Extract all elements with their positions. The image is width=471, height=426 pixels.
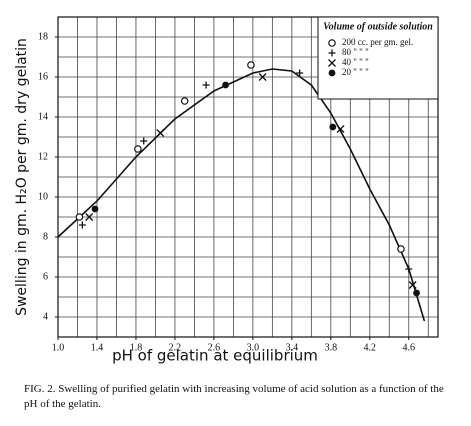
marker [180,97,189,105]
marker [75,213,84,221]
y-tick-label: 10 [38,191,48,202]
y-tick-label: 12 [38,151,48,162]
marker [156,129,165,137]
marker [134,145,142,153]
legend-label: 40 " " " [342,57,369,67]
marker [296,69,304,77]
chart: pH of gelatin at equilibrium Swelling in… [14,16,439,365]
marker [328,59,336,67]
x-tick-label: 2.2 [169,342,182,353]
legend-label: 80 " " " [342,47,369,57]
x-tick-label: 4.2 [364,342,377,353]
marker [405,265,413,273]
x-tick-label: 3.0 [247,342,260,353]
marker [140,137,148,145]
x-axis-label: pH of gelatin at equilibrium [112,347,318,365]
legend-label: 200 cc. per gm. gel. [342,37,413,47]
x-tick-label: 4.6 [403,342,416,353]
marker [329,123,337,131]
y-tick-label: 16 [38,71,48,82]
y-tick-label: 8 [43,231,48,242]
marker [78,221,86,229]
legend-box [317,16,439,100]
legend-label: 20 " " " [342,67,369,77]
y-tick-label: 6 [43,271,48,282]
plot-frame [57,16,439,338]
y-axis-label: Swelling in gm. H₂O per gm. dry gelatin [14,38,30,316]
y-tick-label: 4 [43,311,48,322]
marker [408,281,417,289]
marker [336,125,345,133]
y-tick-label: 18 [38,31,48,42]
marker [247,61,255,69]
marker [328,69,336,77]
marker [91,205,99,213]
x-tick-label: 3.4 [286,342,299,353]
x-tick-label: 2.6 [208,342,221,353]
marker [328,39,336,47]
y-tick-label: 14 [38,111,48,122]
marker [202,81,210,89]
marker [85,213,94,221]
x-tick-label: 1.4 [91,342,104,353]
marker [222,81,229,89]
legend-title: Volume of outside solution [323,21,433,32]
marker [328,49,336,57]
caption: FIG. 2. Swelling of purified gelatin wit… [24,383,444,410]
x-tick-label: 1.8 [130,342,143,353]
marker [413,289,420,297]
fit-curve [57,68,426,322]
marker [258,73,267,81]
x-tick-label: 3.8 [325,342,338,353]
marker [397,245,405,253]
x-tick-label: 1.0 [52,342,65,353]
